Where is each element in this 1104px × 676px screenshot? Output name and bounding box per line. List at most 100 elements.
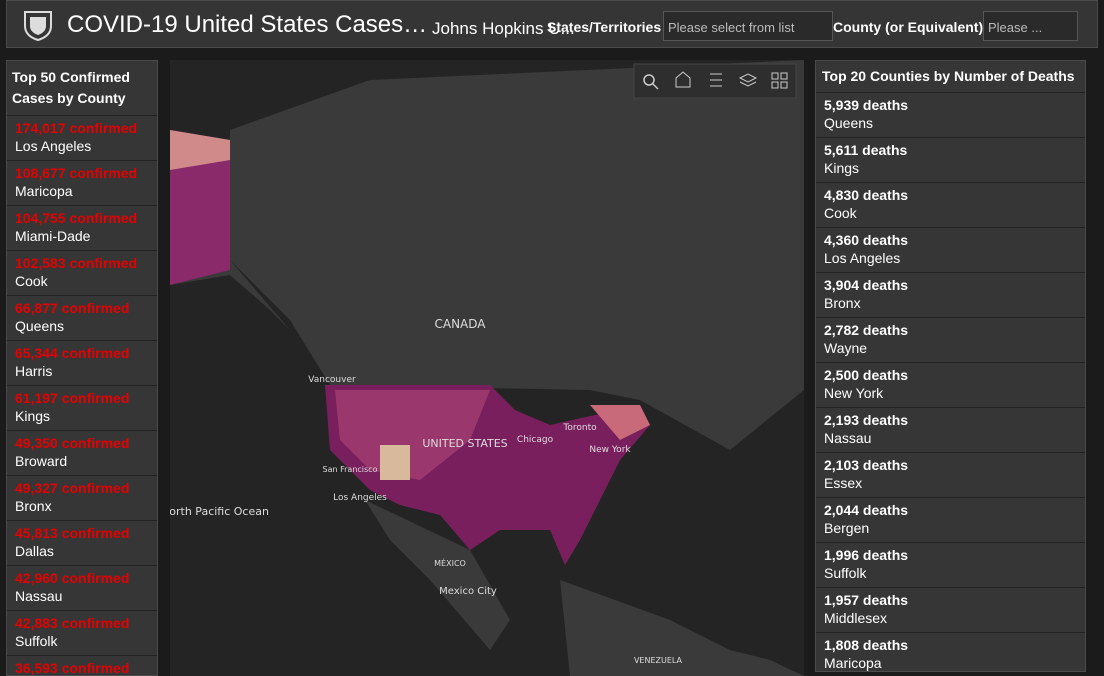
item-value: 108,677 confirmed bbox=[15, 165, 138, 181]
item-value: 4,830 deaths bbox=[824, 187, 909, 203]
map[interactable]: CANADA Vancouver UNITED STATES Chicago Toron… bbox=[170, 60, 804, 676]
list-item[interactable]: 5,939 deaths Queens bbox=[816, 92, 1085, 137]
left-panel: Top 50 Confirmed Cases by County 174,017… bbox=[6, 60, 158, 676]
list-item[interactable]: 104,755 confirmed Miami-Dade bbox=[7, 205, 157, 250]
list-item[interactable]: 2,103 deaths Essex bbox=[816, 452, 1085, 497]
subtitle: Johns Hopkins U... bbox=[432, 19, 575, 38]
filter-label: County (or Equivalent) bbox=[833, 19, 984, 35]
land bbox=[230, 60, 804, 450]
alaska bbox=[170, 130, 230, 170]
item-value: 36,593 confirmed bbox=[15, 660, 130, 676]
item-name: Suffolk bbox=[15, 633, 58, 649]
usa-counties bbox=[335, 390, 490, 480]
item-value: 61,197 confirmed bbox=[15, 390, 130, 406]
item-value: 2,782 deaths bbox=[824, 322, 909, 338]
map-label: New York bbox=[589, 445, 631, 455]
item-name: Broward bbox=[15, 453, 68, 469]
list-item[interactable]: 42,960 confirmed Nassau bbox=[7, 565, 157, 610]
list-item[interactable]: 1,996 deaths Suffolk bbox=[816, 542, 1085, 587]
title: COVID-19 United States Cases… bbox=[67, 11, 428, 38]
list-item[interactable]: 61,197 confirmed Kings bbox=[7, 385, 157, 430]
item-name: Bergen bbox=[824, 520, 870, 536]
south-america bbox=[560, 580, 804, 676]
item-value: 65,344 confirmed bbox=[15, 345, 130, 361]
list-item[interactable]: 2,500 deaths New York bbox=[816, 362, 1085, 407]
item-name: Kings bbox=[824, 160, 860, 176]
list-item[interactable]: 2,782 deaths Wayne bbox=[816, 317, 1085, 362]
item-value: 5,611 deaths bbox=[824, 142, 908, 158]
panel-title: Top 20 Counties by Number of Deaths bbox=[822, 68, 1075, 84]
map-label: Toronto bbox=[562, 423, 597, 433]
item-name: Kings bbox=[15, 408, 51, 424]
usa-counties bbox=[590, 405, 650, 440]
list-item[interactable]: 2,044 deaths Bergen bbox=[816, 497, 1085, 542]
item-name: Maricopa bbox=[15, 183, 73, 199]
map-toolbar[interactable] bbox=[633, 63, 797, 99]
list-item[interactable]: 66,877 confirmed Queens bbox=[7, 295, 157, 340]
item-name: Queens bbox=[824, 115, 874, 131]
filter-label: States/Territories bbox=[547, 19, 662, 35]
list-item[interactable]: 4,360 deaths Los Angeles bbox=[816, 227, 1085, 272]
item-value: 5,939 deaths bbox=[824, 97, 909, 113]
item-value: 2,193 deaths bbox=[824, 412, 909, 428]
item-name: Los Angeles bbox=[824, 250, 901, 266]
list-item[interactable]: 5,611 deaths Kings bbox=[816, 137, 1085, 182]
map-label: North Pacific Ocean bbox=[170, 505, 269, 518]
map-label: Chicago bbox=[517, 435, 554, 445]
item-value: 4,360 deaths bbox=[824, 232, 909, 248]
list-item[interactable]: 65,344 confirmed Harris bbox=[7, 340, 157, 385]
list-item[interactable]: 36,593 confirmed bbox=[7, 655, 157, 676]
item-name: Miami-Dade bbox=[15, 228, 91, 244]
map-label: MÉXICO bbox=[434, 557, 466, 568]
map-labels: CANADA Vancouver UNITED STATES Chicago Toron… bbox=[170, 317, 683, 665]
item-value: 104,755 confirmed bbox=[15, 210, 138, 226]
map-label: UNITED STATES bbox=[422, 437, 507, 450]
item-name: Bronx bbox=[824, 295, 861, 311]
list-item[interactable]: 1,957 deaths Middlesex bbox=[816, 587, 1085, 632]
usa-counties bbox=[380, 445, 410, 480]
list: 5,939 deaths Queens 5,611 deaths Kings 4,830… bbox=[816, 92, 1085, 671]
item-name: New York bbox=[824, 385, 884, 401]
item-value: 45,813 confirmed bbox=[15, 525, 130, 541]
list-item[interactable]: 174,017 confirmed Los Angeles bbox=[7, 115, 157, 160]
item-value: 1,957 deaths bbox=[824, 592, 909, 608]
list: 174,017 confirmed Los Angeles 108,677 conf… bbox=[7, 115, 157, 676]
list-item[interactable]: 2,193 deaths Nassau bbox=[816, 407, 1085, 452]
map-label: CANADA bbox=[434, 317, 486, 331]
list-item[interactable]: 49,327 confirmed Bronx bbox=[7, 475, 157, 520]
item-name: Cook bbox=[824, 205, 857, 221]
county-select[interactable]: Please ... bbox=[983, 11, 1078, 41]
item-name: Suffolk bbox=[824, 565, 867, 581]
state-select[interactable]: Please select from list bbox=[663, 11, 833, 41]
item-name: Maricopa bbox=[824, 655, 882, 671]
item-value: 3,904 deaths bbox=[824, 277, 909, 293]
item-value: 1,996 deaths bbox=[824, 547, 909, 563]
item-name: Essex bbox=[824, 475, 863, 491]
list-item[interactable]: 4,830 deaths Cook bbox=[816, 182, 1085, 227]
item-value: 2,500 deaths bbox=[824, 367, 909, 383]
item-name: Cook bbox=[15, 273, 48, 289]
item-name: Dallas bbox=[15, 543, 54, 559]
item-value: 49,350 confirmed bbox=[15, 435, 130, 451]
item-name: Nassau bbox=[15, 588, 63, 604]
map-label: Mexico City bbox=[439, 586, 497, 597]
item-value: 174,017 confirmed bbox=[15, 120, 138, 136]
list-item[interactable]: 102,583 confirmed Cook bbox=[7, 250, 157, 295]
item-name: Bronx bbox=[15, 498, 52, 514]
item-value: 1,808 deaths bbox=[824, 637, 909, 653]
item-value: 42,883 confirmed bbox=[15, 615, 130, 631]
logo bbox=[24, 11, 52, 42]
item-value: 49,327 confirmed bbox=[15, 480, 130, 496]
list-item[interactable]: 1,808 deaths Maricopa bbox=[816, 632, 1085, 671]
list-item[interactable]: 42,883 confirmed Suffolk bbox=[7, 610, 157, 655]
list-item[interactable]: 108,677 confirmed Maricopa bbox=[7, 160, 157, 205]
map-label: Los Angeles bbox=[333, 493, 387, 503]
map-label: Vancouver bbox=[308, 375, 356, 385]
list-item[interactable]: 3,904 deaths Bronx bbox=[816, 272, 1085, 317]
list-item[interactable]: 45,813 confirmed Dallas bbox=[7, 520, 157, 565]
item-name: Los Angeles bbox=[15, 138, 92, 154]
list-item[interactable]: 49,350 confirmed Broward bbox=[7, 430, 157, 475]
item-value: 2,103 deaths bbox=[824, 457, 909, 473]
map-label: San Francisco bbox=[323, 465, 378, 474]
